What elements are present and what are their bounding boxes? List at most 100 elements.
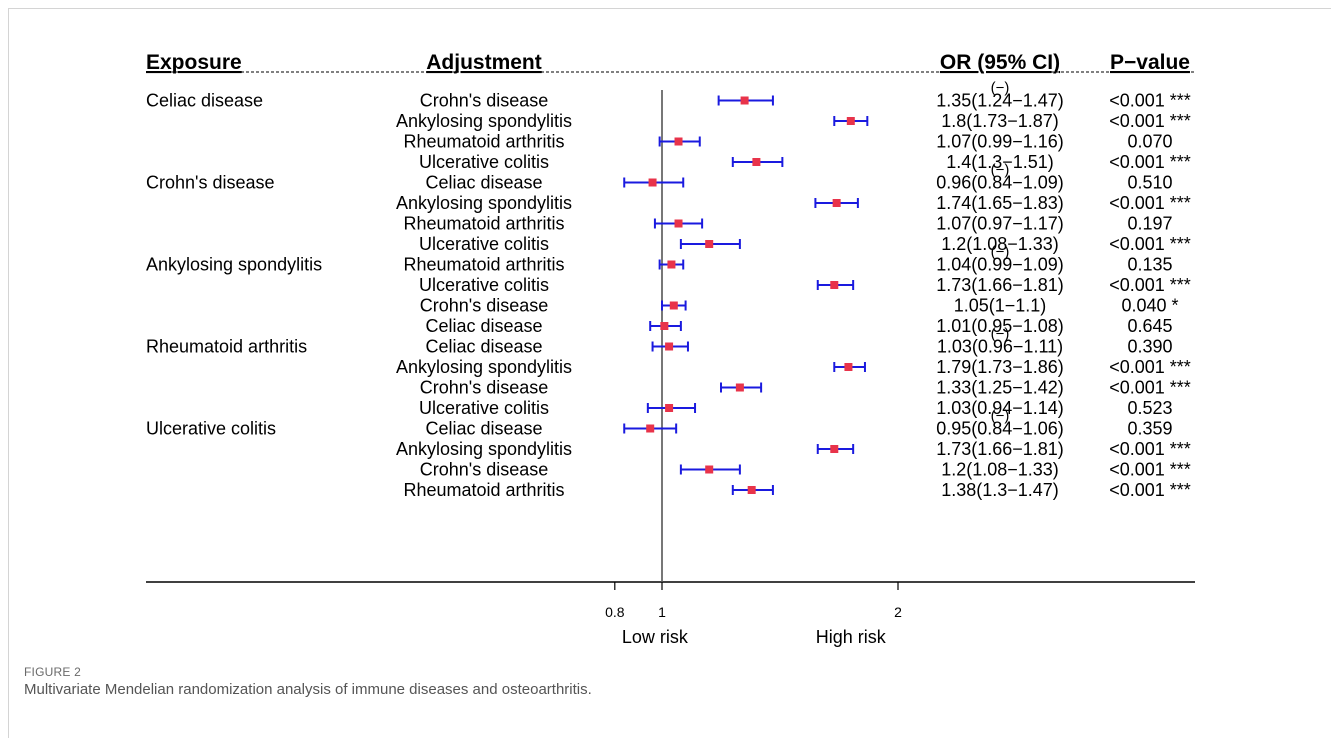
p-value: 0.197 bbox=[1127, 214, 1172, 234]
or-point bbox=[832, 199, 841, 207]
or-point bbox=[735, 383, 744, 392]
high-risk-label: High risk bbox=[816, 627, 887, 647]
header-pvalue: P−value bbox=[1110, 51, 1190, 74]
or-point bbox=[846, 117, 855, 125]
or-ci-value: 1.01(0.95−1.08) bbox=[936, 316, 1064, 336]
or-ci-value: 0.96(0.84−1.09) bbox=[936, 173, 1064, 193]
or-ci-value: 1.33(1.25−1.42) bbox=[936, 378, 1064, 398]
figure-caption: Multivariate Mendelian randomization ana… bbox=[24, 681, 592, 698]
p-value: 0.390 bbox=[1127, 337, 1172, 357]
or-point bbox=[665, 404, 674, 412]
x-tick-label: 2 bbox=[894, 604, 902, 620]
p-value: <0.001 *** bbox=[1109, 152, 1191, 172]
p-value: <0.001 *** bbox=[1109, 234, 1191, 254]
adjustment-label: Crohn's disease bbox=[420, 296, 549, 316]
or-point bbox=[665, 342, 674, 351]
group-placeholder: (−) bbox=[991, 408, 1010, 425]
adjustment-label: Ulcerative colitis bbox=[419, 152, 549, 172]
or-ci-value: 0.95(0.84−1.06) bbox=[936, 419, 1064, 439]
or-ci-value: 1.35(1.24−1.47) bbox=[936, 91, 1064, 111]
group-placeholder: (−) bbox=[991, 162, 1010, 179]
or-ci-value: 1.73(1.66−1.81) bbox=[936, 275, 1064, 295]
or-point bbox=[669, 301, 678, 310]
p-value: <0.001 *** bbox=[1109, 378, 1191, 398]
header-exposure: Exposure bbox=[146, 51, 242, 74]
or-ci-value: 1.73(1.66−1.81) bbox=[936, 439, 1064, 459]
or-ci-value: 1.07(0.99−1.16) bbox=[936, 132, 1064, 152]
or-ci-value: 1.74(1.65−1.83) bbox=[936, 193, 1064, 213]
frame-left-rule bbox=[8, 8, 9, 738]
exposure-label: Celiac disease bbox=[146, 91, 263, 111]
p-value: <0.001 *** bbox=[1109, 275, 1191, 295]
exposure-label: Rheumatoid arthritis bbox=[146, 337, 307, 357]
adjustment-label: Ulcerative colitis bbox=[419, 234, 549, 254]
adjustment-label: Ulcerative colitis bbox=[419, 398, 549, 418]
or-point bbox=[747, 486, 756, 494]
exposure-label: Ankylosing spondylitis bbox=[146, 255, 322, 275]
frame-top-rule bbox=[8, 8, 1331, 9]
or-point bbox=[844, 363, 853, 371]
p-value: <0.001 *** bbox=[1109, 193, 1191, 213]
forest-plot: Exposure Adjustment OR (95% CI) P−value … bbox=[146, 51, 1195, 647]
or-point bbox=[674, 219, 683, 228]
x-tick-label: 0.8 bbox=[605, 604, 625, 620]
or-point bbox=[667, 260, 676, 269]
p-value: <0.001 *** bbox=[1109, 480, 1191, 500]
adjustment-label: Rheumatoid arthritis bbox=[403, 255, 564, 275]
adjustment-label: Rheumatoid arthritis bbox=[403, 480, 564, 500]
or-point bbox=[705, 465, 714, 474]
adjustment-label: Celiac disease bbox=[425, 316, 542, 336]
or-point bbox=[830, 445, 839, 453]
figure-label: FIGURE 2 bbox=[24, 665, 81, 679]
or-ci-value: 1.04(0.99−1.09) bbox=[936, 255, 1064, 275]
adjustment-label: Crohn's disease bbox=[420, 91, 549, 111]
adjustment-label: Ulcerative colitis bbox=[419, 275, 549, 295]
or-ci-value: 1.07(0.97−1.17) bbox=[936, 214, 1064, 234]
p-value: 0.523 bbox=[1127, 398, 1172, 418]
adjustment-label: Rheumatoid arthritis bbox=[403, 214, 564, 234]
p-value: <0.001 *** bbox=[1109, 111, 1191, 131]
or-ci-value: 1.2(1.08−1.33) bbox=[941, 460, 1059, 480]
or-ci-value: 1.4(1.3−1.51) bbox=[946, 152, 1054, 172]
x-tick-label: 1 bbox=[658, 604, 666, 620]
or-point bbox=[648, 178, 657, 187]
or-point bbox=[674, 137, 683, 146]
low-risk-label: Low risk bbox=[622, 627, 689, 647]
adjustment-label: Ankylosing spondylitis bbox=[396, 111, 572, 131]
or-ci-value: 1.8(1.73−1.87) bbox=[941, 111, 1059, 131]
exposure-label: Ulcerative colitis bbox=[146, 419, 276, 439]
or-ci-value: 1.79(1.73−1.86) bbox=[936, 357, 1064, 377]
group-placeholder: (−) bbox=[991, 244, 1010, 261]
or-ci-value: 1.2(1.08−1.33) bbox=[941, 234, 1059, 254]
p-value: 0.135 bbox=[1127, 255, 1172, 275]
or-ci-value: 1.05(1−1.1) bbox=[954, 296, 1047, 316]
p-value: <0.001 *** bbox=[1109, 460, 1191, 480]
adjustment-label: Ankylosing spondylitis bbox=[396, 439, 572, 459]
group-placeholder: (−) bbox=[991, 80, 1010, 97]
p-value: <0.001 *** bbox=[1109, 91, 1191, 111]
adjustment-label: Celiac disease bbox=[425, 419, 542, 439]
p-value: 0.359 bbox=[1127, 419, 1172, 439]
p-value: <0.001 *** bbox=[1109, 357, 1191, 377]
adjustment-label: Ankylosing spondylitis bbox=[396, 357, 572, 377]
or-point bbox=[740, 96, 749, 105]
p-value: <0.001 *** bbox=[1109, 439, 1191, 459]
exposure-label: Crohn's disease bbox=[146, 173, 275, 193]
or-point bbox=[705, 240, 714, 248]
adjustment-label: Crohn's disease bbox=[420, 460, 549, 480]
or-ci-value: 1.03(0.94−1.14) bbox=[936, 398, 1064, 418]
adjustment-label: Ankylosing spondylitis bbox=[396, 193, 572, 213]
adjustment-label: Celiac disease bbox=[425, 337, 542, 357]
header-adjustment: Adjustment bbox=[426, 51, 542, 74]
adjustment-label: Rheumatoid arthritis bbox=[403, 132, 564, 152]
or-point bbox=[830, 281, 839, 289]
p-value: 0.070 bbox=[1127, 132, 1172, 152]
or-ci-value: 1.03(0.96−1.11) bbox=[937, 337, 1063, 357]
or-point bbox=[660, 322, 669, 330]
p-value: 0.510 bbox=[1127, 173, 1172, 193]
or-point bbox=[752, 158, 761, 166]
adjustment-label: Crohn's disease bbox=[420, 378, 549, 398]
or-point bbox=[646, 424, 655, 433]
or-ci-value: 1.38(1.3−1.47) bbox=[941, 480, 1059, 500]
